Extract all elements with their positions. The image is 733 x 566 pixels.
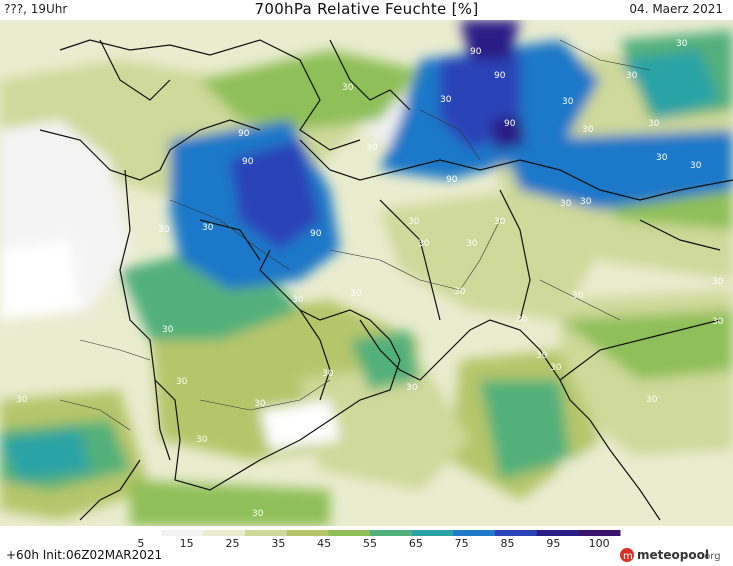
colorbar-swatch — [370, 530, 413, 536]
contour-label: 30 — [196, 435, 208, 445]
colorbar-swatch — [578, 530, 621, 536]
contour-label: 30 — [292, 295, 304, 305]
contour-label: 30 — [626, 71, 638, 81]
contour-label: 90 — [494, 71, 506, 81]
colorbar-swatch — [411, 530, 454, 536]
moisture-field — [0, 20, 733, 526]
contour-label: 30 — [202, 223, 214, 233]
humidity-map: 90 90 90 90 90 90 90 30 30 30 30 30 30 3… — [0, 20, 733, 526]
contour-label: 30 — [322, 369, 334, 379]
contour-label: 30 — [254, 399, 266, 409]
contour-label: 30 — [252, 509, 264, 519]
contour-label: 30 — [176, 377, 188, 387]
contour-label: 30 — [162, 325, 174, 335]
contour-label: 30 — [16, 395, 28, 405]
contour-label: 30 — [536, 351, 548, 361]
colorbar-boxes — [120, 530, 621, 536]
logo-suffix: .org — [701, 551, 721, 562]
contour-label: 30 — [562, 97, 574, 107]
contour-label: 90 — [242, 157, 254, 167]
contour-label: 30 — [454, 287, 466, 297]
contour-label: 30 — [350, 289, 362, 299]
contour-label: 30 — [648, 119, 660, 129]
colorbar-swatch — [203, 530, 246, 536]
borders — [59, 39, 651, 431]
contour-label: 30 — [712, 317, 724, 327]
contour-label: 30 — [494, 217, 506, 227]
colorbar-swatch — [453, 530, 496, 536]
contour-label: 30 — [408, 217, 420, 227]
run-info: +60h Init:06Z02MAR2021 — [6, 548, 163, 562]
map-title: 700hPa Relative Feuchte [%] — [254, 0, 479, 18]
colorbar-tick-label: 5 — [137, 537, 144, 548]
colorbar: 5 15 25 35 45 55 65 75 85 95 100 — [120, 530, 621, 548]
contour-label: 30 — [580, 197, 592, 207]
colorbar-tick-label: 55 — [363, 537, 377, 548]
colorbar-tick-label: 95 — [546, 537, 560, 548]
contour-label: 90 — [446, 175, 458, 185]
colorbar-swatch — [328, 530, 371, 536]
logo-icon — [620, 548, 634, 562]
colorbar-swatch — [536, 530, 579, 536]
contour-label: 90 — [238, 129, 250, 139]
meteopool-logo[interactable]: m meteopool .org — [619, 546, 729, 564]
contour-label: 30 — [158, 225, 170, 235]
contour-label: 30 — [560, 199, 572, 209]
contour-label: 30 — [712, 277, 724, 287]
contour-label: 90 — [470, 47, 482, 57]
colorbar-swatch — [495, 530, 538, 536]
contour-label: 30 — [550, 363, 562, 373]
contour-label: 90 — [504, 119, 516, 129]
contour-labels: 90 90 90 90 90 90 90 30 30 30 30 30 30 3… — [16, 39, 724, 519]
contour-label: 30 — [516, 315, 528, 325]
contour-label: 30 — [572, 291, 584, 301]
coastlines — [39, 39, 733, 521]
contour-label: 30 — [646, 395, 658, 405]
contour-label: 30 — [418, 239, 430, 249]
contour-label: 30 — [440, 95, 452, 105]
colorbar-swatch — [245, 530, 288, 536]
colorbar-swatch — [161, 530, 204, 536]
colorbar-tick-label: 85 — [501, 537, 515, 548]
colorbar-tick-labels: 5 15 25 35 45 55 65 75 85 95 100 — [137, 537, 609, 548]
contour-label: 30 — [406, 383, 418, 393]
map-date: 04. Maerz 2021 — [629, 2, 723, 16]
svg-text:m: m — [623, 551, 633, 562]
footer-bar: 5 15 25 35 45 55 65 75 85 95 100 +60h Init:06Z02MA… — [0, 526, 733, 566]
contour-label: 90 — [310, 229, 322, 239]
contour-label: 30 — [342, 83, 354, 93]
contour-label: 30 — [656, 153, 668, 163]
colorbar-tick-label: 45 — [317, 537, 331, 548]
contour-label: 30 — [582, 125, 594, 135]
colorbar-tick-label: 25 — [226, 537, 240, 548]
colorbar-tick-label: 35 — [271, 537, 285, 548]
contour-label: 30 — [676, 39, 688, 49]
colorbar-tick-label: 100 — [589, 537, 610, 548]
colorbar-swatch — [120, 530, 163, 536]
colorbar-tick-label: 65 — [409, 537, 423, 548]
valid-time-label: ???, 19Uhr — [4, 2, 68, 16]
colorbar-tick-label: 15 — [180, 537, 194, 548]
logo-text: meteopool — [637, 548, 709, 562]
contour-label: 30 — [690, 161, 702, 171]
colorbar-tick-label: 75 — [455, 537, 469, 548]
contour-label: 30 — [466, 239, 478, 249]
contour-label: 30 — [366, 143, 378, 153]
colorbar-swatch — [286, 530, 329, 536]
map-canvas: 90 90 90 90 90 90 90 30 30 30 30 30 30 3… — [0, 20, 733, 526]
header-bar: ???, 19Uhr 700hPa Relative Feuchte [%] 0… — [0, 0, 733, 20]
